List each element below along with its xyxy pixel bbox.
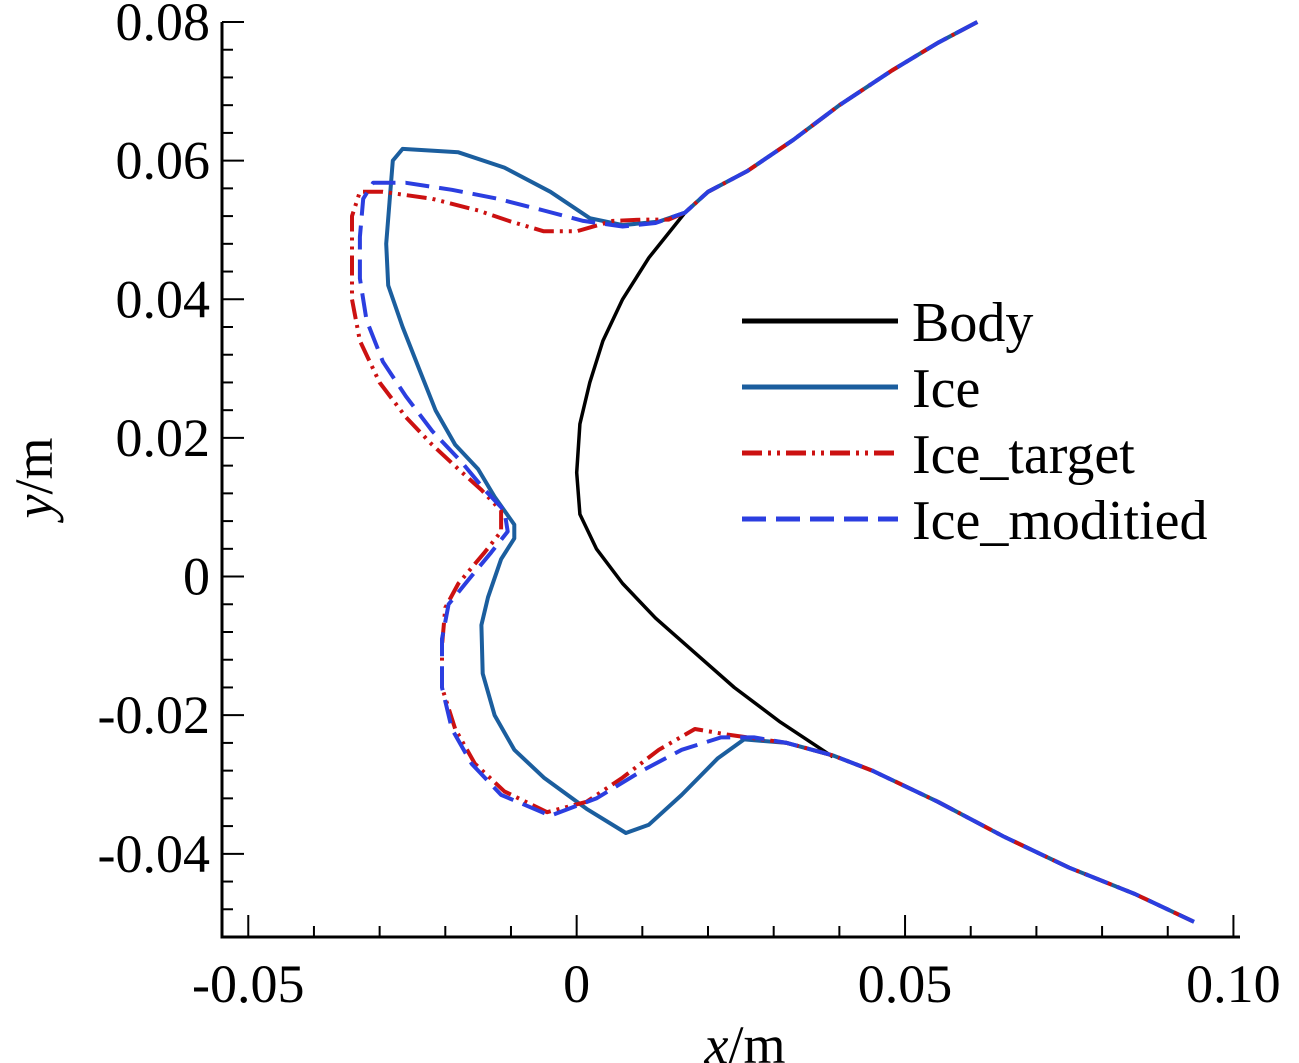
x-tick-label: 0.10 bbox=[1186, 954, 1281, 1014]
y-tick-label: -0.02 bbox=[98, 685, 210, 745]
y-tick-label: 0 bbox=[183, 547, 210, 607]
legend-label-ice: Ice bbox=[912, 358, 980, 420]
x-tick-label: -0.05 bbox=[192, 954, 304, 1014]
x-tick-label: 0 bbox=[563, 954, 590, 1014]
series-layer bbox=[350, 20, 1195, 924]
y-tick-label: 0.04 bbox=[116, 269, 211, 329]
y-axis-title-unit: /m bbox=[4, 438, 64, 495]
x-tick-label: 0.05 bbox=[858, 954, 953, 1014]
y-tick-label: 0.02 bbox=[116, 408, 211, 468]
plot-axes: -0.04 -0.02 0 0.02 0.04 0.06 0.08 -0.05 0 0.05 0.1… bbox=[98, 0, 1281, 1014]
series-line-ice-moditied bbox=[357, 20, 1195, 924]
x-axis-title: x/m bbox=[704, 1015, 786, 1063]
y-tick-label: -0.04 bbox=[98, 824, 210, 884]
y-tick-label: 0.06 bbox=[116, 131, 211, 191]
y-axis-title-var: y bbox=[4, 494, 64, 523]
x-axis-title-var: x bbox=[704, 1015, 729, 1063]
series-line-body bbox=[574, 211, 834, 759]
legend-label-ice-moditied: Ice_moditied bbox=[912, 490, 1207, 552]
x-axis-title-unit: /m bbox=[728, 1015, 785, 1063]
y-tick-label: 0.08 bbox=[116, 0, 211, 52]
legend-label-ice-target: Ice_target bbox=[912, 424, 1135, 486]
y-axis-title: y/m bbox=[4, 438, 64, 524]
series-line-ice bbox=[384, 20, 1195, 924]
legend-label-body: Body bbox=[912, 292, 1033, 354]
